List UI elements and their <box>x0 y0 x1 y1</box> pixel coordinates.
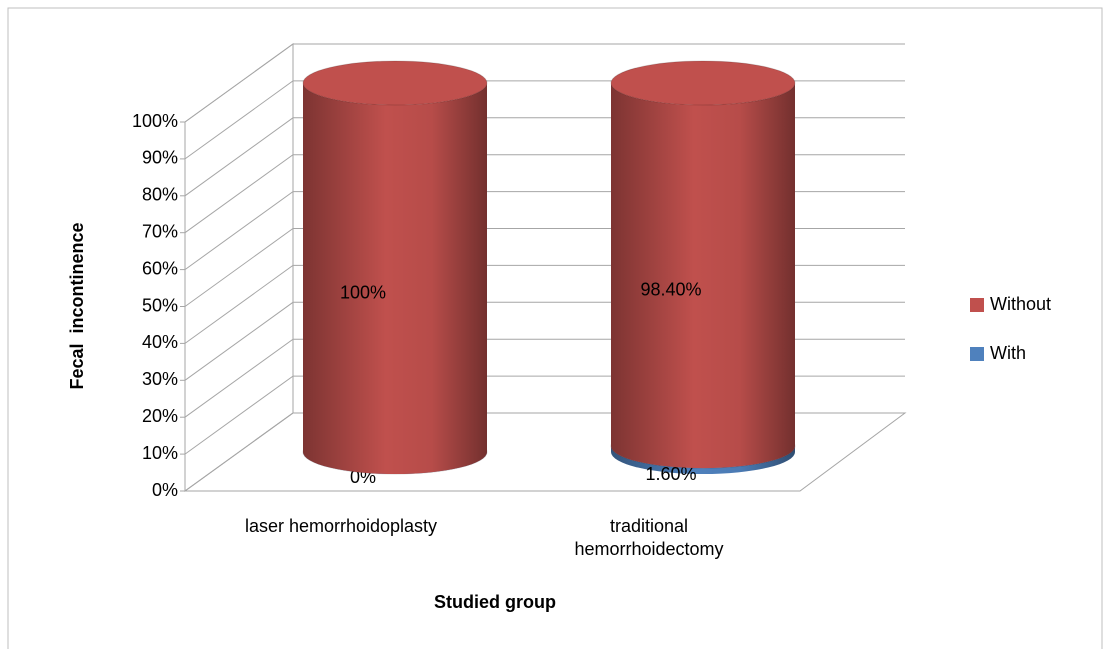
legend-label: With <box>990 343 1026 363</box>
cylinder-shade <box>611 83 795 469</box>
legend-label: Without <box>990 294 1051 314</box>
y-tick-label: 30% <box>142 369 178 389</box>
y-tick-label: 10% <box>142 443 178 463</box>
y-tick-label: 20% <box>142 406 178 426</box>
cylinder-shade <box>303 83 487 474</box>
y-tick-label: 80% <box>142 185 178 205</box>
y-tick-label: 60% <box>142 258 178 278</box>
y-tick-label: 70% <box>142 221 178 241</box>
grid-line <box>184 412 905 492</box>
x-tick-label: laser hemorrhoidoplasty <box>244 516 438 536</box>
cylinder-top <box>610 60 796 106</box>
y-tick-label: 40% <box>142 332 178 352</box>
cylinder-shade <box>611 446 795 474</box>
chart-border <box>7 7 1103 649</box>
floor <box>183 412 907 492</box>
legend-swatch <box>970 347 984 361</box>
y-axis-title: Fecal incontinence <box>67 222 87 389</box>
y-tick-label: 100% <box>132 111 178 131</box>
data-label: 98.40% <box>640 279 701 299</box>
cylinder-top <box>302 60 488 106</box>
legend-swatch <box>970 298 984 312</box>
data-label: 100% <box>340 282 386 302</box>
y-tick-label: 50% <box>142 295 178 315</box>
y-tick-label: 90% <box>142 148 178 168</box>
x-axis-title: Studied group <box>434 592 556 612</box>
x-tick-label: traditional hemorrhoidectomy <box>574 516 724 559</box>
grid-line <box>184 43 905 123</box>
data-label: 1.60% <box>645 464 696 484</box>
y-tick-label: 0% <box>152 480 178 500</box>
